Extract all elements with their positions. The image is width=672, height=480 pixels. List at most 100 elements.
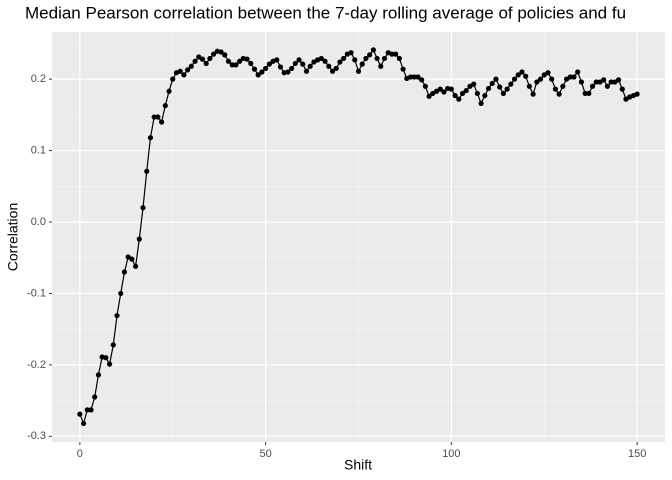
point [437,86,443,92]
point [326,63,332,69]
point [415,74,421,80]
point [604,83,611,89]
point [526,83,532,89]
point [593,79,599,85]
point [556,91,562,97]
point [84,407,90,413]
point [456,96,462,102]
point [374,55,380,62]
point [248,60,254,67]
y-tick-label: -0.1 [27,287,46,299]
y-tick-label: 0.0 [31,216,46,228]
y-tick-label: 0.2 [31,73,46,85]
point [482,92,488,99]
point [203,60,209,67]
point [337,59,343,65]
point [400,66,406,72]
point [352,57,358,63]
point [474,90,480,97]
point [289,65,295,72]
point [244,56,250,62]
point [459,90,466,97]
point [407,74,414,80]
point [106,361,113,367]
point [229,62,235,68]
point [560,83,566,89]
point [300,61,306,67]
point [77,411,83,417]
point [92,394,98,400]
point [619,86,625,92]
point [452,92,458,99]
point [582,90,588,97]
point [552,86,559,92]
point [318,55,324,62]
x-axis-label: Shift [344,457,372,473]
point [348,50,354,56]
point [170,76,176,82]
point [95,372,102,378]
point [218,49,224,55]
point [322,58,328,64]
point [355,68,362,74]
point [118,290,124,297]
point [504,86,510,92]
point [255,72,261,78]
point [497,84,503,90]
point [103,355,109,361]
point [225,58,232,64]
point [426,93,432,99]
point [181,72,187,78]
point [296,57,302,63]
point [381,55,388,62]
point [615,77,622,83]
point [147,135,154,141]
point [333,65,339,72]
point [471,81,477,87]
point [519,69,525,75]
point [367,52,373,58]
point [537,76,544,82]
y-tick-label: -0.3 [27,430,46,442]
point [448,86,454,92]
point [144,168,150,174]
point [370,47,376,53]
point [530,91,536,97]
point [155,114,161,120]
point [251,66,258,72]
point [634,91,640,97]
point [132,263,139,269]
point [389,51,395,57]
point [162,102,168,109]
point [500,90,506,97]
point [393,51,399,57]
point [110,342,116,348]
point [307,63,313,69]
point [608,79,614,85]
x-tick-label: 50 [259,448,271,460]
y-tick-label: 0.1 [31,144,46,156]
x-tick-label: 150 [628,448,646,460]
point [341,55,347,62]
point [463,87,469,94]
point [151,114,157,120]
point [571,74,577,80]
point [277,64,284,70]
point [158,119,165,125]
point [575,69,581,75]
point [177,68,183,74]
chart-title: Median Pearson correlation between the 7… [25,3,626,22]
x-tick-label: 100 [442,448,460,460]
point [80,420,87,427]
point [285,69,291,75]
point [601,77,607,83]
point [292,60,298,67]
point [489,80,495,87]
point [114,312,120,319]
point [523,73,529,79]
point [259,69,265,75]
point [207,55,213,62]
point [359,61,365,67]
point [586,90,592,97]
